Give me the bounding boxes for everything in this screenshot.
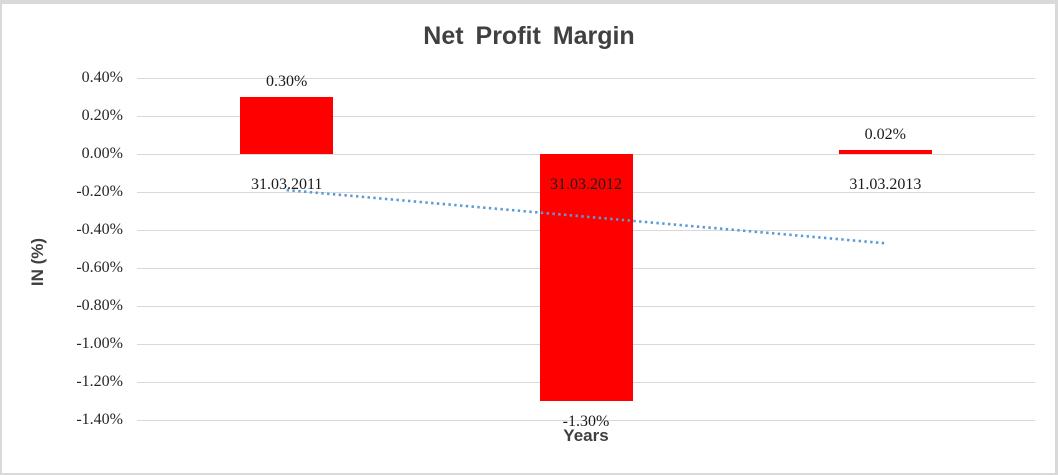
bar-31.03.2011	[240, 97, 334, 154]
y-axis-tick-label: -1.40%	[76, 411, 123, 428]
gridline	[137, 77, 1035, 79]
y-axis-tick-label: -0.20%	[76, 183, 123, 200]
category-axis-label: 31.03.2012	[550, 176, 622, 193]
y-axis-tick-label: 0.40%	[81, 69, 123, 86]
chart-title: Net Profit Margin	[423, 22, 635, 50]
bar-31.03.2013	[838, 150, 932, 154]
y-axis-title: IN (%)	[28, 237, 47, 287]
trendline	[286, 188, 886, 245]
y-axis-tick-label: -1.00%	[76, 335, 123, 352]
gridline	[137, 419, 1035, 421]
bar-31.03.2012	[539, 154, 633, 401]
data-label: -1.30%	[562, 413, 610, 430]
y-axis-tick-label: -0.80%	[76, 297, 123, 314]
y-axis-tick-label: -0.60%	[76, 259, 123, 276]
gridline	[137, 115, 1035, 117]
data-label: 0.30%	[265, 73, 308, 90]
category-axis-label: 31.03.2013	[849, 176, 922, 193]
y-axis-tick-label: -1.20%	[76, 373, 123, 390]
y-axis-tick-label: 0.00%	[81, 145, 123, 162]
y-axis-tick-label: 0.20%	[81, 107, 123, 124]
category-axis-label: 31.03.2011	[250, 176, 323, 193]
y-axis-tick-label: -0.40%	[76, 221, 123, 238]
data-label: 0.02%	[864, 126, 906, 144]
x-axis-title: Years	[563, 426, 609, 445]
